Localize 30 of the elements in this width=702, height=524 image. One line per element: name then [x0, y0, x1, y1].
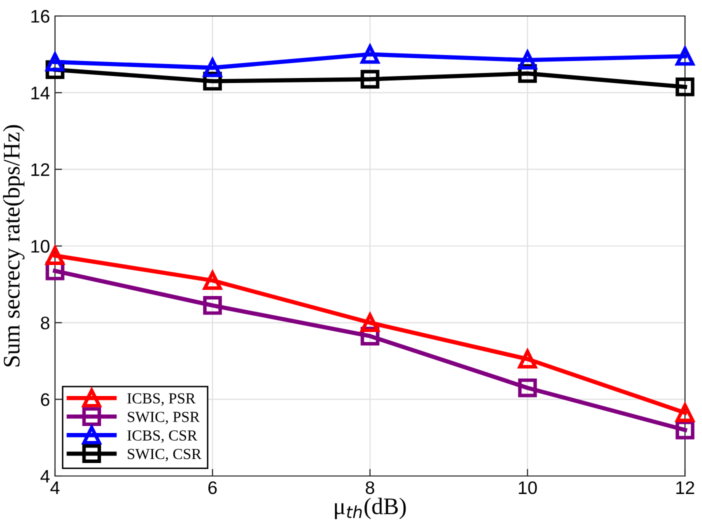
point — [518, 378, 537, 398]
x-tick-label: 8 — [366, 481, 374, 494]
y-tick-label: 14 — [31, 86, 50, 100]
point — [676, 420, 694, 440]
x-axis-title: μ$_{th}$(dB) — [334, 498, 406, 520]
point — [203, 58, 222, 78]
legend-label: SWIC, PSR — [128, 412, 200, 424]
y-tick-label: 12 — [31, 163, 50, 176]
point — [676, 78, 694, 96]
legend-label: ICBS, CSR — [127, 430, 198, 443]
y-tick-label: 16 — [31, 10, 50, 23]
x-tick-label: 6 — [208, 481, 217, 494]
x-tick-label: 10 — [518, 481, 537, 494]
point — [360, 313, 380, 332]
y-tick-label: 10 — [31, 240, 50, 253]
point — [360, 70, 380, 89]
point — [676, 403, 694, 422]
y-axis-title: Sum secrecy rate(bps/Hz) — [3, 125, 24, 366]
point — [518, 50, 537, 70]
point — [518, 350, 537, 368]
y-tick-label: 8 — [40, 316, 50, 330]
y-tick-label: 4 — [40, 470, 50, 483]
point — [676, 46, 694, 66]
point — [360, 44, 380, 64]
x-tick-label: 12 — [676, 481, 694, 494]
x-tick-label: 4 — [50, 482, 60, 494]
y-tick-label: 6 — [41, 393, 50, 406]
legend-label: SWIC, CSR — [128, 448, 202, 462]
point — [203, 296, 222, 315]
legend-label: ICBS, PSR — [127, 393, 196, 406]
